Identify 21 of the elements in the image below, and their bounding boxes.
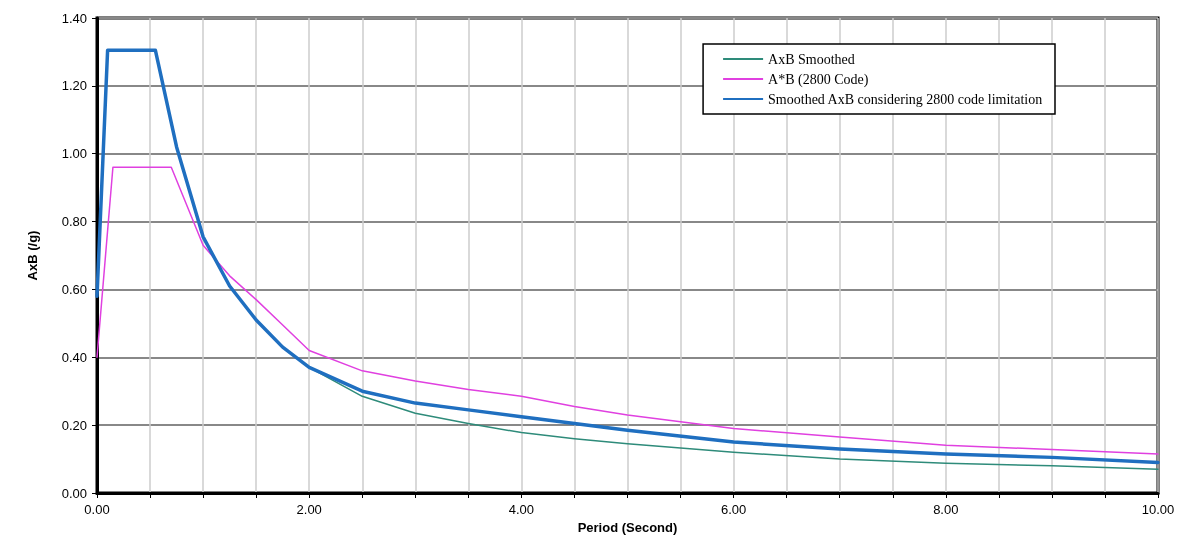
line-series <box>95 48 1160 465</box>
x-tick-label: 0.00 <box>84 502 110 517</box>
y-tick-label: 0.40 <box>61 349 87 365</box>
y-tick-label: 0.80 <box>61 214 87 230</box>
line-series <box>96 166 1159 455</box>
x-tick-label: 8.00 <box>933 502 959 517</box>
y-tick-label: 0.20 <box>61 417 87 433</box>
legend-label: A*B (2800 Code) <box>768 71 869 88</box>
legend-label: Smoothed AxB considering 2800 code limitation <box>768 91 1043 107</box>
x-tick-label: 2.00 <box>296 502 322 517</box>
x-tick-label: 4.00 <box>508 502 535 517</box>
x-axis-title: Period (Second) <box>577 519 678 535</box>
y-tick-label: 1.20 <box>61 78 87 94</box>
x-tick-label: 6.00 <box>720 502 747 517</box>
y-tick-label: 0.60 <box>61 281 87 297</box>
legend-label: AxB Smoothed <box>768 51 855 67</box>
y-tick-label: 1.40 <box>61 10 87 26</box>
y-tick-label: 0.00 <box>61 485 87 501</box>
x-tick-label: 10.00 <box>1141 502 1175 517</box>
y-axis-title: AxB (/g) <box>25 230 40 281</box>
y-tick-label: 1.00 <box>61 146 87 162</box>
